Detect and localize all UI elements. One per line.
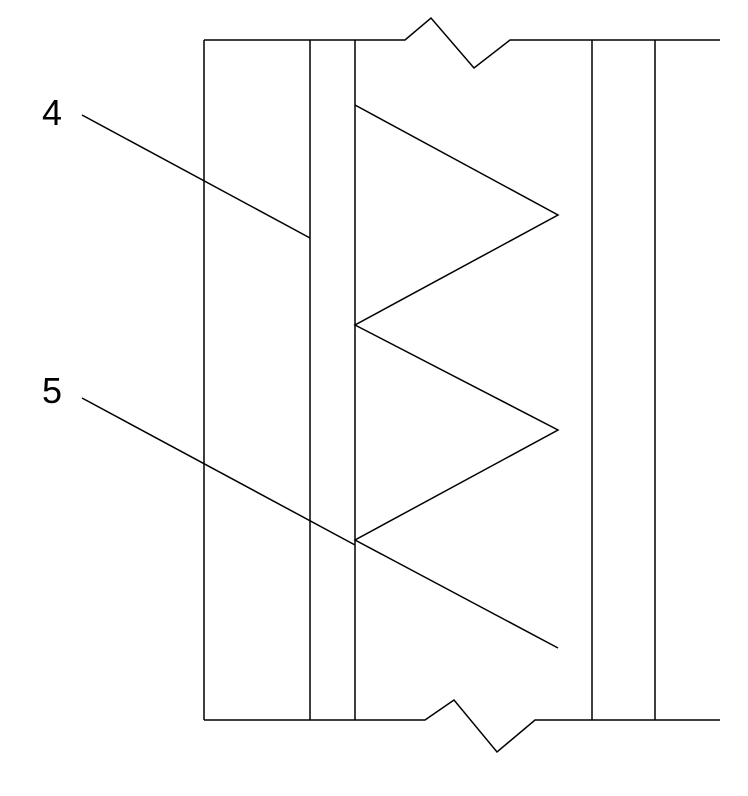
label-4: 4 — [42, 92, 62, 134]
diagram-container: 4 5 — [0, 0, 748, 791]
diagram-svg — [0, 0, 748, 791]
label-5: 5 — [42, 370, 62, 412]
